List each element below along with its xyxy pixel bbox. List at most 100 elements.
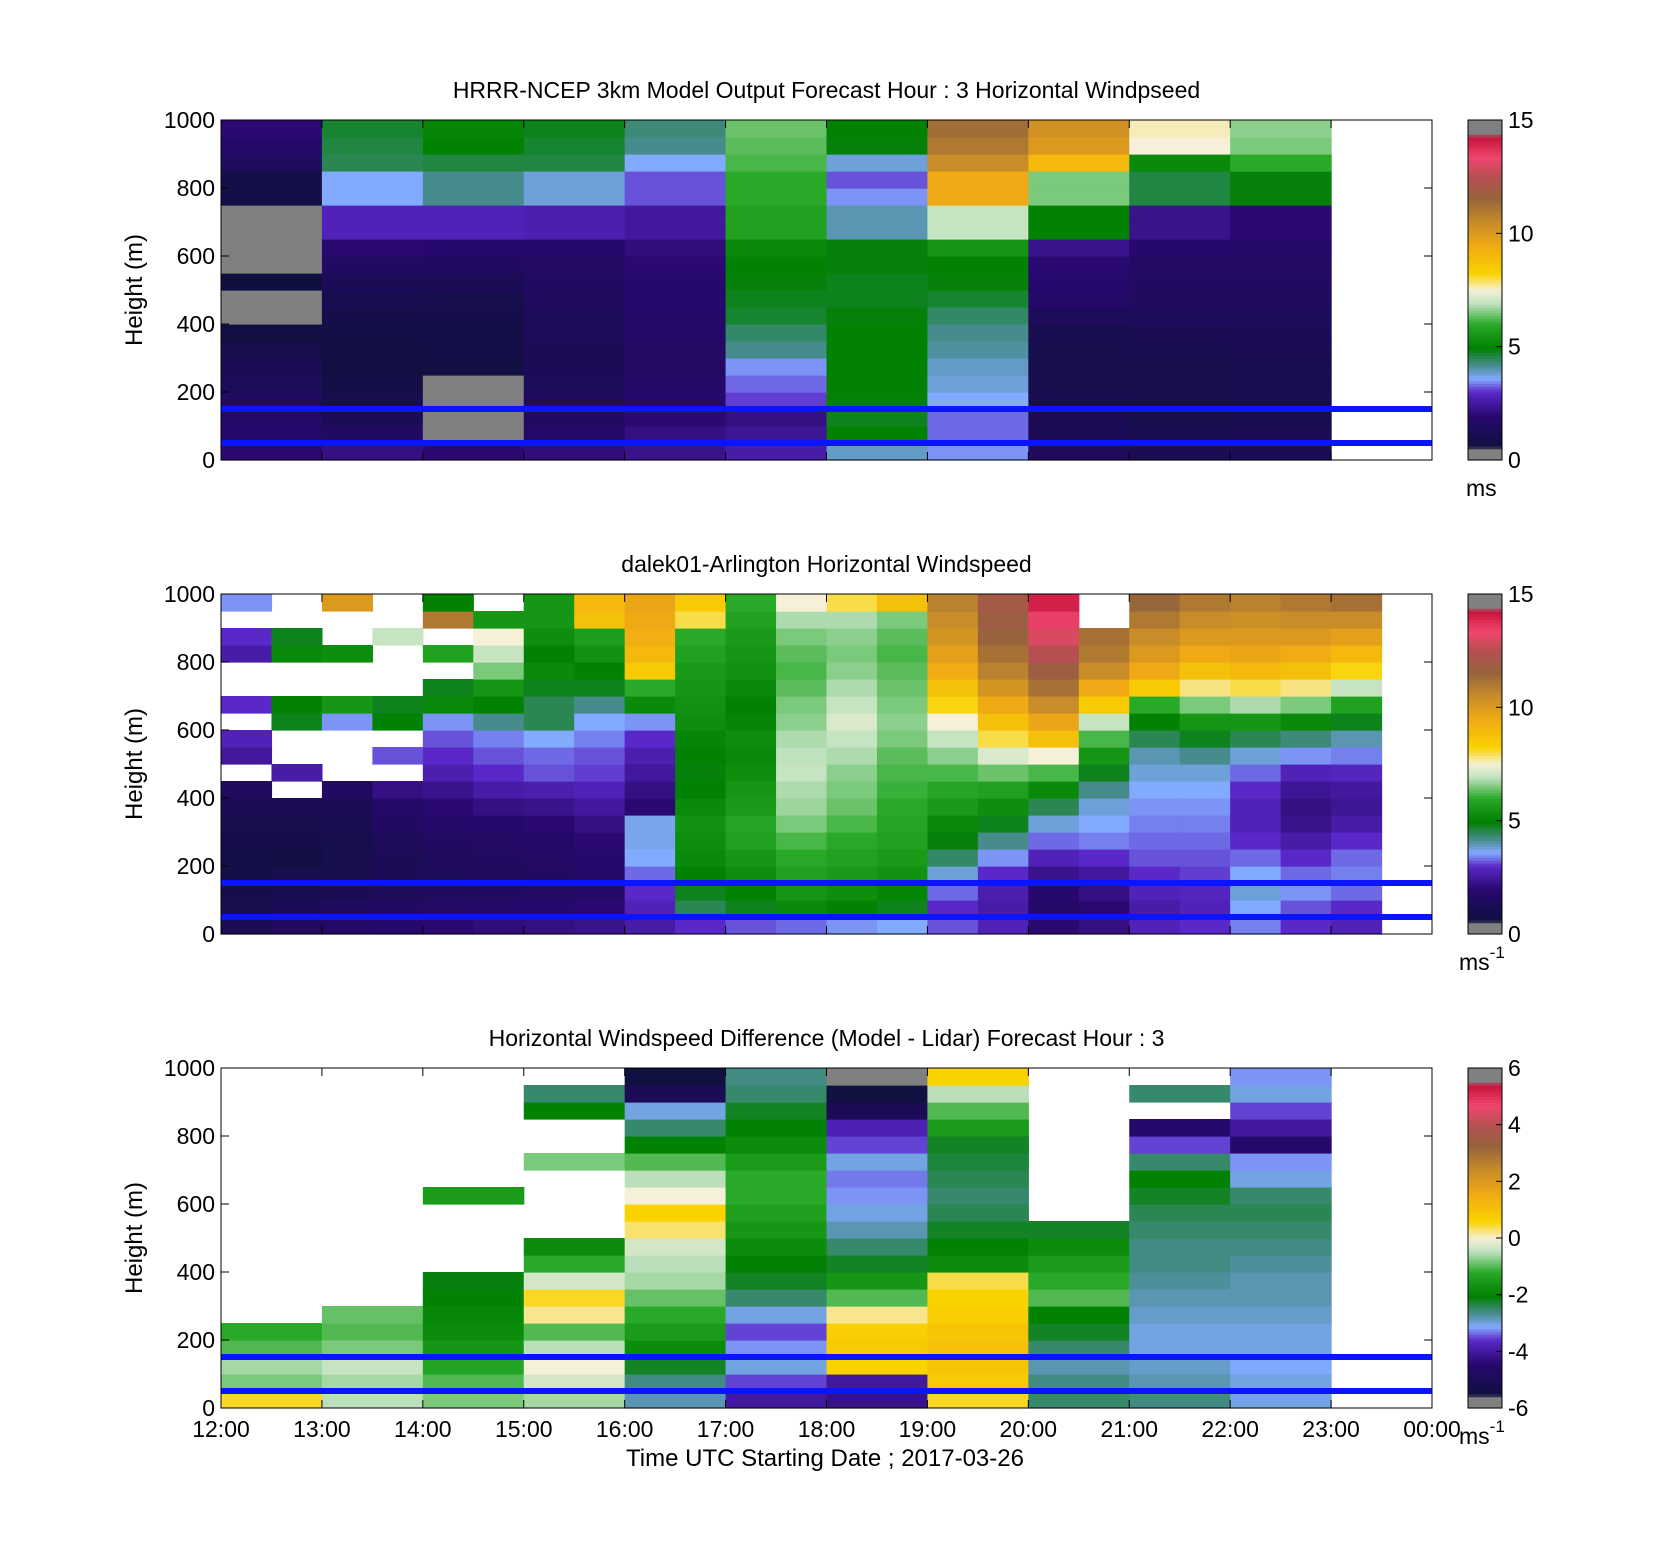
x-tick-label: 00:00 (1403, 1416, 1461, 1442)
heatmap-cell (1230, 358, 1332, 376)
colorbar-unit-superscript: -1 (1490, 1417, 1505, 1436)
heatmap-cell (725, 1068, 828, 1086)
heatmap-cell (1028, 1306, 1130, 1324)
heatmap-cell (321, 273, 424, 291)
heatmap-cell (624, 273, 727, 291)
colorbar-swatch (1468, 783, 1502, 788)
heatmap-cell (574, 917, 626, 935)
colorbar-unit-label: ms-1 (1459, 943, 1505, 975)
heatmap-cell (1028, 662, 1080, 680)
heatmap-cell (624, 1153, 727, 1171)
colorbar-swatch (1468, 1405, 1502, 1409)
heatmap-cell (1028, 188, 1130, 206)
colorbar-swatch (1468, 307, 1502, 311)
colorbar-swatch (1468, 863, 1502, 867)
heatmap-cell (927, 443, 1029, 461)
colorbar-tick-label: 15 (1508, 107, 1534, 133)
heatmap-cell (321, 645, 373, 663)
heatmap-cell (624, 1119, 727, 1137)
heatmap-cell (826, 781, 878, 799)
colorbar-swatch (1468, 290, 1502, 294)
heatmap-cell (1129, 1272, 1231, 1290)
heatmap-cell (574, 900, 626, 918)
heatmap-cell (725, 290, 828, 308)
heatmap-cell (1280, 713, 1332, 731)
heatmap-cell (1230, 696, 1282, 714)
heatmap-cell (523, 849, 575, 867)
y-tick-label: 200 (177, 1327, 215, 1353)
heatmap-cell (523, 917, 575, 935)
heatmap-cell (1129, 324, 1231, 342)
heatmap-cell (1129, 1391, 1231, 1409)
heatmap-cell (1028, 341, 1130, 359)
heatmap-cell (1028, 628, 1080, 646)
heatmap-cell (826, 730, 878, 748)
colorbar-swatch (1468, 258, 1502, 263)
heatmap-cell (725, 1255, 828, 1273)
y-tick-label: 600 (177, 717, 215, 743)
heatmap-cell (1331, 883, 1383, 901)
heatmap-cell (1129, 222, 1231, 240)
colorbar-swatch (1468, 1107, 1502, 1112)
heatmap-cell (422, 324, 525, 342)
colorbar-swatch (1468, 868, 1502, 873)
heatmap-cells (221, 120, 1332, 461)
heatmap-cell (1078, 781, 1130, 799)
heatmap-cell (1230, 443, 1332, 461)
colorbar-swatch (1468, 1371, 1502, 1375)
colorbar-swatch (1468, 389, 1502, 393)
heatmap-cell (523, 764, 575, 782)
colorbar-swatch (1468, 1161, 1502, 1165)
y-tick-label: 0 (202, 1395, 215, 1421)
heatmap-cell (826, 1119, 929, 1137)
colorbar-swatch (1468, 1385, 1502, 1389)
heatmap-cell (1028, 443, 1130, 461)
heatmap-cell (826, 1272, 929, 1290)
colorbar-swatch (1468, 1374, 1502, 1378)
colorbar-swatch (1468, 1223, 1502, 1228)
heatmap-cell (1280, 832, 1332, 850)
heatmap-cell (826, 1289, 929, 1307)
heatmap-cell (1129, 1221, 1231, 1239)
heatmap-cell (422, 239, 525, 257)
colorbar-swatch (1468, 781, 1502, 785)
heatmap-cell (1280, 883, 1332, 901)
heatmap-cell (826, 1085, 929, 1103)
colorbar-swatch (1468, 713, 1502, 717)
heatmap-cell (422, 273, 525, 291)
heatmap-cell (1280, 679, 1332, 697)
colorbar-swatch (1468, 639, 1502, 643)
heatmap-cell (574, 815, 626, 833)
y-tick-label: 1000 (164, 581, 215, 607)
colorbar-swatch (1468, 457, 1502, 461)
colorbar-swatch (1468, 789, 1502, 793)
colorbar-swatch (1468, 261, 1502, 266)
colorbar-swatch (1468, 406, 1502, 410)
heatmap-cell (977, 764, 1029, 782)
heatmap-cell (826, 747, 878, 765)
heatmap-cell (372, 713, 424, 731)
colorbar-swatch (1468, 148, 1502, 152)
heatmap-cell (1230, 1323, 1332, 1341)
colorbar-swatch (1468, 1291, 1502, 1296)
colorbar-swatch (1468, 684, 1502, 689)
heatmap-cell (725, 815, 777, 833)
heatmap-cell (422, 1187, 525, 1205)
heatmap-cell (725, 171, 828, 189)
heatmap-cell (624, 1323, 727, 1341)
heatmap-cell (624, 222, 727, 240)
colorbar-swatch (1468, 820, 1502, 825)
heatmap-cell (977, 628, 1029, 646)
colorbar-swatch (1468, 1396, 1502, 1401)
heatmap-cell (927, 239, 1029, 257)
heatmap-cell (826, 222, 929, 240)
colorbar-swatch (1468, 687, 1502, 691)
heatmap-cell (927, 917, 979, 935)
heatmap-cell (372, 900, 424, 918)
colorbar-swatch (1468, 1255, 1502, 1259)
heatmap-cell (725, 273, 828, 291)
colorbar-swatch (1468, 179, 1502, 183)
x-tick-label: 14:00 (394, 1416, 452, 1442)
heatmap-cell (1280, 917, 1332, 935)
colorbar-swatch (1468, 928, 1502, 932)
